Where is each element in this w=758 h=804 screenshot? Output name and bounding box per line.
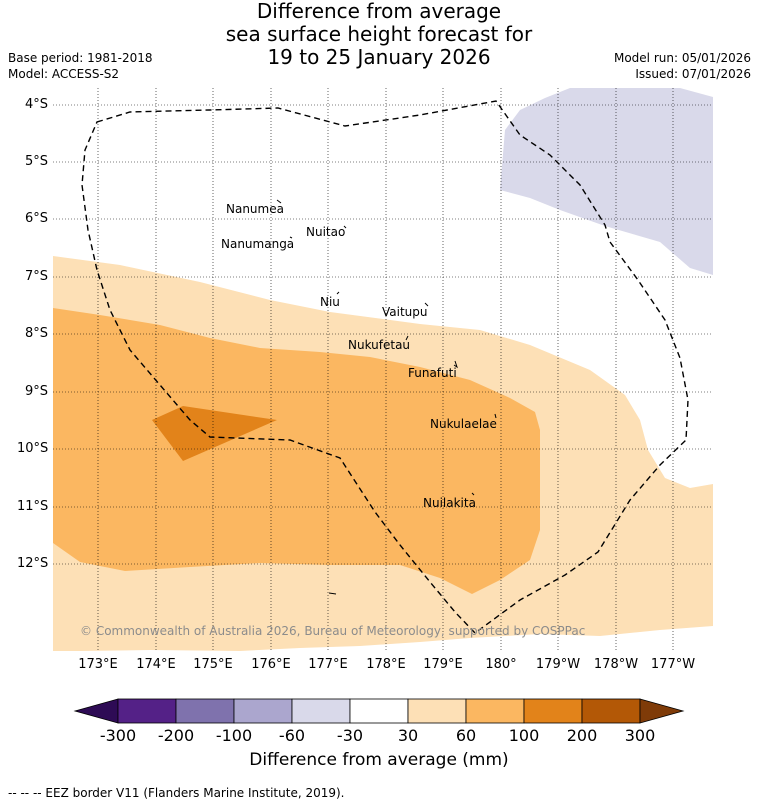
place-funafuti: Funafuti [408, 366, 457, 380]
place-vaitupu: Vaitupu [382, 305, 428, 319]
island-nanumanga [289, 236, 293, 239]
lon-label-176e: 176°E [251, 657, 291, 672]
place-niu: Niu [320, 295, 340, 309]
island-nanumea [276, 199, 282, 204]
colorbar-segment [349, 698, 409, 724]
eez-legend-note: -- -- -- EEZ border V11 (Flanders Marine… [8, 786, 345, 800]
lat-label-4s: 4°S [25, 97, 49, 112]
lon-label-175e: 175°E [193, 657, 233, 672]
colorbar-extend-low [73, 698, 119, 724]
island-funafuti [453, 360, 458, 369]
colorbar-segment [465, 698, 525, 724]
colorbar-tick-200: 200 [566, 726, 598, 745]
lat-label-12s: 12°S [17, 556, 49, 571]
colorbar-segment [117, 698, 177, 724]
model-run: Model run: 05/01/2026 [613, 51, 751, 65]
place-nanumanga: Nanumanga [221, 237, 295, 251]
island-nuitao [343, 225, 347, 229]
lat-label-6s: 6°S [25, 211, 49, 226]
colorbar-tick-60: 60 [455, 726, 477, 745]
lon-label-179e: 179°E [423, 657, 463, 672]
lon-label-177w: 177°W [650, 657, 696, 672]
place-nuitao: Nuitao [306, 225, 346, 239]
island-south [328, 592, 337, 595]
colorbar-segment [291, 698, 351, 724]
colorbar-extend-high [639, 698, 685, 724]
lat-label-11s: 11°S [17, 499, 49, 514]
map-title-line-1: Difference from average [256, 0, 502, 23]
island-niu [336, 291, 340, 295]
anomaly-region-positive-mid [53, 308, 540, 594]
place-nukulaelae: Nukulaelae [430, 417, 497, 431]
place-nanumea: Nanumea [226, 202, 284, 216]
map-title-line-2: sea surface height forecast for [225, 22, 533, 46]
island-nuilakita [471, 492, 475, 496]
map-title-line-3: 19 to 25 January 2026 [267, 45, 491, 69]
colorbar-tick-100: 100 [508, 726, 540, 745]
lat-label-10s: 10°S [17, 441, 49, 456]
colorbar-segment [523, 698, 583, 724]
colorbar-segment [175, 698, 235, 724]
island-markers [276, 199, 497, 595]
colorbar-tick-minus-300: -300 [99, 726, 137, 745]
colorbar-segment [233, 698, 293, 724]
colorbar-tick-minus-100: -100 [215, 726, 253, 745]
lon-label-177e: 177°E [308, 657, 348, 672]
lon-label-179w: 179°W [535, 657, 581, 672]
colorbar-tick-minus-60: -60 [278, 726, 306, 745]
colorbar-tick-minus-200: -200 [157, 726, 195, 745]
anomaly-region-positive-high [152, 406, 277, 461]
colorbar-tick-30: 30 [397, 726, 419, 745]
colorbar-tick-minus-30: -30 [336, 726, 364, 745]
island-vaitupu [424, 302, 429, 307]
place-nuilakita: Nuilakita [423, 496, 476, 510]
colorbar-tick-300: 300 [624, 726, 656, 745]
lon-label-173e: 173°E [78, 657, 118, 672]
lon-label-180: 180° [485, 657, 517, 672]
lon-label-178e: 178°E [366, 657, 406, 672]
island-nukulaelae [494, 413, 497, 419]
lon-label-178w: 178°W [593, 657, 639, 672]
colorbar [73, 698, 685, 724]
island-nukufetau [405, 335, 409, 341]
model-name: Model: ACCESS-S2 [8, 67, 120, 81]
issued-date: Issued: 07/01/2026 [635, 67, 751, 81]
lat-label-9s: 9°S [25, 384, 49, 399]
lat-label-7s: 7°S [25, 269, 49, 284]
colorbar-segment [581, 698, 641, 724]
lat-label-5s: 5°S [25, 154, 49, 169]
base-period: Base period: 1981-2018 [8, 51, 153, 65]
eez-border [81, 100, 689, 634]
lon-label-174e: 174°E [136, 657, 176, 672]
anomaly-region-negative [500, 88, 713, 275]
graticule [53, 88, 713, 651]
colorbar-label: Difference from average (mm) [249, 750, 509, 770]
lat-label-8s: 8°S [25, 326, 49, 341]
place-nukufetau: Nukufetau [348, 338, 411, 352]
copyright-notice: © Commonwealth of Australia 2026, Bureau… [80, 624, 586, 638]
colorbar-segment [407, 698, 467, 724]
